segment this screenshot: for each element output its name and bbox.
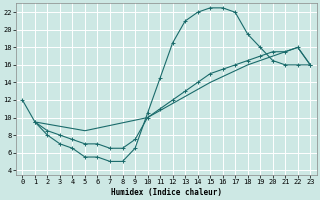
X-axis label: Humidex (Indice chaleur): Humidex (Indice chaleur) <box>111 188 222 197</box>
